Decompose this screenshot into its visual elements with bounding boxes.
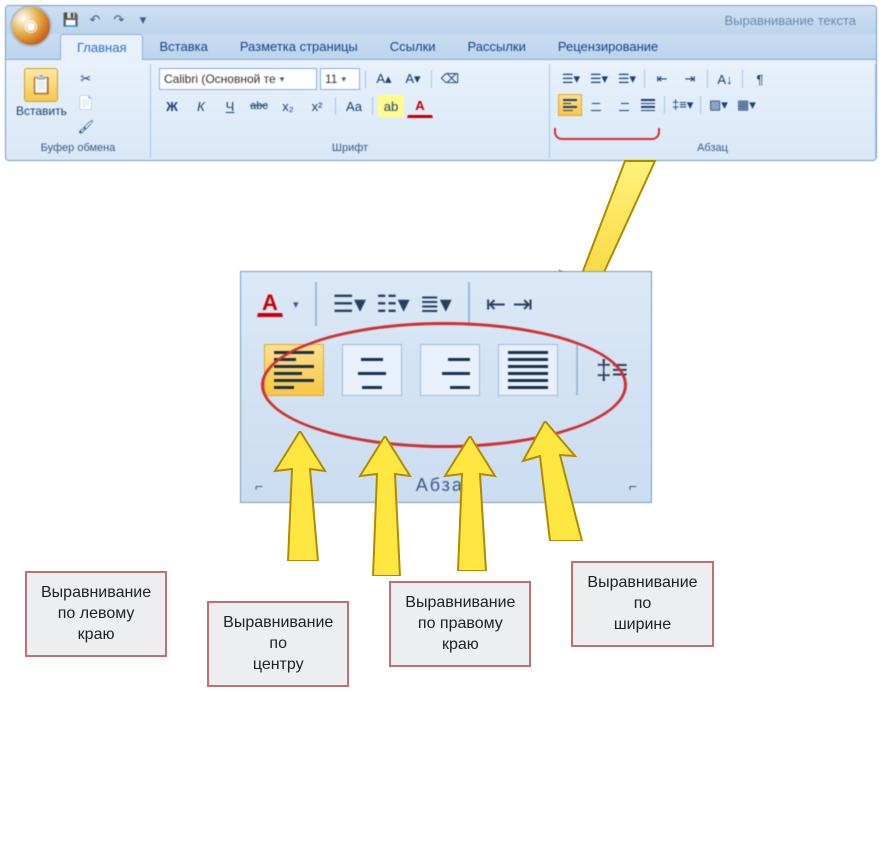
cut-icon[interactable]: ✂: [73, 68, 99, 90]
annotation-overlay: A ▾ ☰▾ ☷▾ ≣▾ ⇤ ⇥ ‡≡: [5, 161, 875, 551]
tab-insert[interactable]: Вставка: [143, 34, 223, 59]
superscript-button[interactable]: x²: [304, 95, 330, 117]
zoom-numbers-icon: ☷▾: [376, 290, 410, 319]
ribbon-tabs: Главная Вставка Разметка страницы Ссылки…: [6, 34, 876, 60]
redo-icon[interactable]: ↷: [110, 11, 128, 29]
font-name-combo[interactable]: Calibri (Основной те: [159, 68, 317, 90]
zoom-align-left[interactable]: [264, 344, 324, 396]
group-paragraph: ☰▾ ☰▾ ☰▾ ⇤ ⇥ A↓ ¶: [550, 64, 876, 158]
format-painter-icon[interactable]: 🖌: [73, 116, 99, 138]
increase-indent-button[interactable]: ⇥: [677, 68, 703, 90]
font-size-combo[interactable]: 11: [320, 68, 360, 90]
group-clipboard: 📋 Вставить ✂ 📄 🖌 Буфер обмена: [6, 64, 151, 158]
save-icon[interactable]: 💾: [62, 11, 80, 29]
zoom-linespacing-icon: ‡≡: [596, 354, 628, 386]
label-boxes-row: Выравниваниепо левомукраю Выравниваниепо…: [5, 571, 889, 687]
undo-icon[interactable]: ↶: [86, 11, 104, 29]
tab-pagelayout[interactable]: Разметка страницы: [224, 34, 374, 59]
tab-mailings[interactable]: Рассылки: [452, 34, 542, 59]
zoom-indent-icon: ⇤ ⇥: [486, 290, 533, 319]
label-align-center: Выравниваниепоцентру: [207, 601, 349, 687]
clear-format-button[interactable]: ⌫: [437, 68, 463, 90]
highlight-button[interactable]: ab: [378, 95, 404, 117]
zoom-align-justify[interactable]: [498, 344, 558, 396]
bold-button[interactable]: Ж: [159, 95, 185, 117]
zoom-align-row: ‡≡: [241, 332, 651, 408]
sort-button[interactable]: A↓: [712, 68, 738, 90]
multilevel-button[interactable]: ☰▾: [614, 68, 640, 90]
decrease-indent-button[interactable]: ⇤: [649, 68, 675, 90]
tab-references[interactable]: Ссылки: [374, 34, 452, 59]
zoom-align-right[interactable]: [420, 344, 480, 396]
arrow-justify-align: [520, 421, 590, 541]
ribbon: ◉ 💾 ↶ ↷ ▾ Выравнивание текста Главная Вс…: [5, 5, 877, 161]
group-label-font: Шрифт: [157, 140, 543, 156]
borders-button[interactable]: ▦▾: [733, 94, 759, 116]
quick-access-toolbar: 💾 ↶ ↷ ▾: [62, 11, 152, 29]
line-spacing-button[interactable]: ‡≡▾: [669, 94, 696, 116]
zoom-font-color-icon: A: [257, 292, 283, 317]
tab-home[interactable]: Главная: [60, 34, 143, 60]
grow-font-button[interactable]: A▴: [371, 68, 397, 90]
font-color-button[interactable]: A: [407, 94, 433, 118]
shading-button[interactable]: ▨▾: [705, 94, 731, 116]
office-button[interactable]: ◉: [10, 5, 52, 47]
align-right-button[interactable]: [610, 94, 634, 116]
shrink-font-button[interactable]: A▾: [400, 68, 426, 90]
ribbon-body: 📋 Вставить ✂ 📄 🖌 Буфер обмена Calibri (О…: [6, 60, 876, 160]
paste-label[interactable]: Вставить: [16, 104, 67, 118]
copy-icon[interactable]: 📄: [73, 92, 99, 114]
align-center-button[interactable]: [584, 94, 608, 116]
group-font: Calibri (Основной те 11 A▴ A▾ ⌫ Ж К Ч ab…: [151, 64, 550, 158]
paste-icon[interactable]: 📋: [24, 68, 58, 102]
tab-review[interactable]: Рецензирование: [542, 34, 674, 59]
align-left-button[interactable]: [558, 94, 582, 116]
arrow-right-align: [440, 436, 500, 571]
zoom-top-row: A ▾ ☰▾ ☷▾ ≣▾ ⇤ ⇥: [241, 272, 651, 332]
italic-button[interactable]: К: [188, 95, 214, 117]
label-align-justify: Выравниваниепоширине: [571, 561, 713, 647]
label-align-left: Выравниваниепо левомукраю: [25, 571, 167, 657]
change-case-button[interactable]: Aa: [341, 95, 367, 117]
align-justify-button[interactable]: [636, 94, 660, 116]
callout-bracket: [554, 128, 660, 140]
group-label-clipboard: Буфер обмена: [12, 140, 144, 156]
label-align-right: Выравниваниепо правомукраю: [389, 581, 531, 667]
arrow-left-align: [270, 431, 330, 561]
qat-more-icon[interactable]: ▾: [134, 11, 152, 29]
numbering-button[interactable]: ☰▾: [586, 68, 612, 90]
arrow-center-align: [355, 436, 415, 576]
show-marks-button[interactable]: ¶: [747, 68, 773, 90]
subscript-button[interactable]: x₂: [275, 95, 301, 117]
bullets-button[interactable]: ☰▾: [558, 68, 584, 90]
zoom-multilevel-icon: ≣▾: [420, 290, 452, 319]
strike-button[interactable]: abc: [246, 95, 272, 117]
title-bar: ◉ 💾 ↶ ↷ ▾ Выравнивание текста: [6, 6, 876, 34]
underline-button[interactable]: Ч: [217, 95, 243, 117]
document-title: Выравнивание текста: [724, 13, 856, 28]
zoom-align-center[interactable]: [342, 344, 402, 396]
zoom-bullets-icon: ☰▾: [333, 290, 367, 319]
